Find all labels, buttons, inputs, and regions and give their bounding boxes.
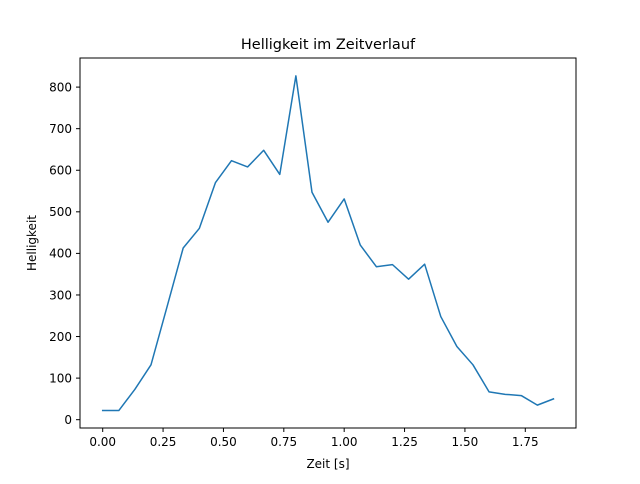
x-tick-label: 1.75	[512, 435, 539, 449]
y-tick-label: 500	[49, 205, 72, 219]
y-tick-label: 100	[49, 371, 72, 385]
x-tick-label: 0.25	[150, 435, 177, 449]
y-axis-ticks: 0 100 200 300 400 500 600 700 800	[49, 80, 80, 427]
y-tick-label: 400	[49, 247, 72, 261]
y-tick-label: 0	[64, 413, 72, 427]
y-tick-label: 700	[49, 122, 72, 136]
x-tick-label: 0.75	[270, 435, 297, 449]
series-line	[101, 75, 555, 412]
chart-title: Helligkeit im Zeitverlauf	[241, 37, 416, 53]
x-axis-label: Zeit [s]	[306, 457, 349, 471]
x-tick-label: 1.25	[391, 435, 418, 449]
x-tick-label: 1.00	[331, 435, 358, 449]
y-tick-label: 800	[49, 80, 72, 94]
x-tick-label: 1.50	[452, 435, 479, 449]
y-tick-label: 200	[49, 330, 72, 344]
y-tick-label: 300	[49, 288, 72, 302]
x-axis-ticks: 0.00 0.25 0.50 0.75 1.00 1.25 1.50 1.75	[89, 428, 539, 449]
series-layer	[101, 75, 555, 412]
x-tick-label: 0.50	[210, 435, 237, 449]
axes-frame	[79, 57, 577, 429]
y-axis-label: Helligkeit	[25, 215, 39, 271]
x-tick-label: 0.00	[89, 435, 116, 449]
y-tick-label: 600	[49, 164, 72, 178]
